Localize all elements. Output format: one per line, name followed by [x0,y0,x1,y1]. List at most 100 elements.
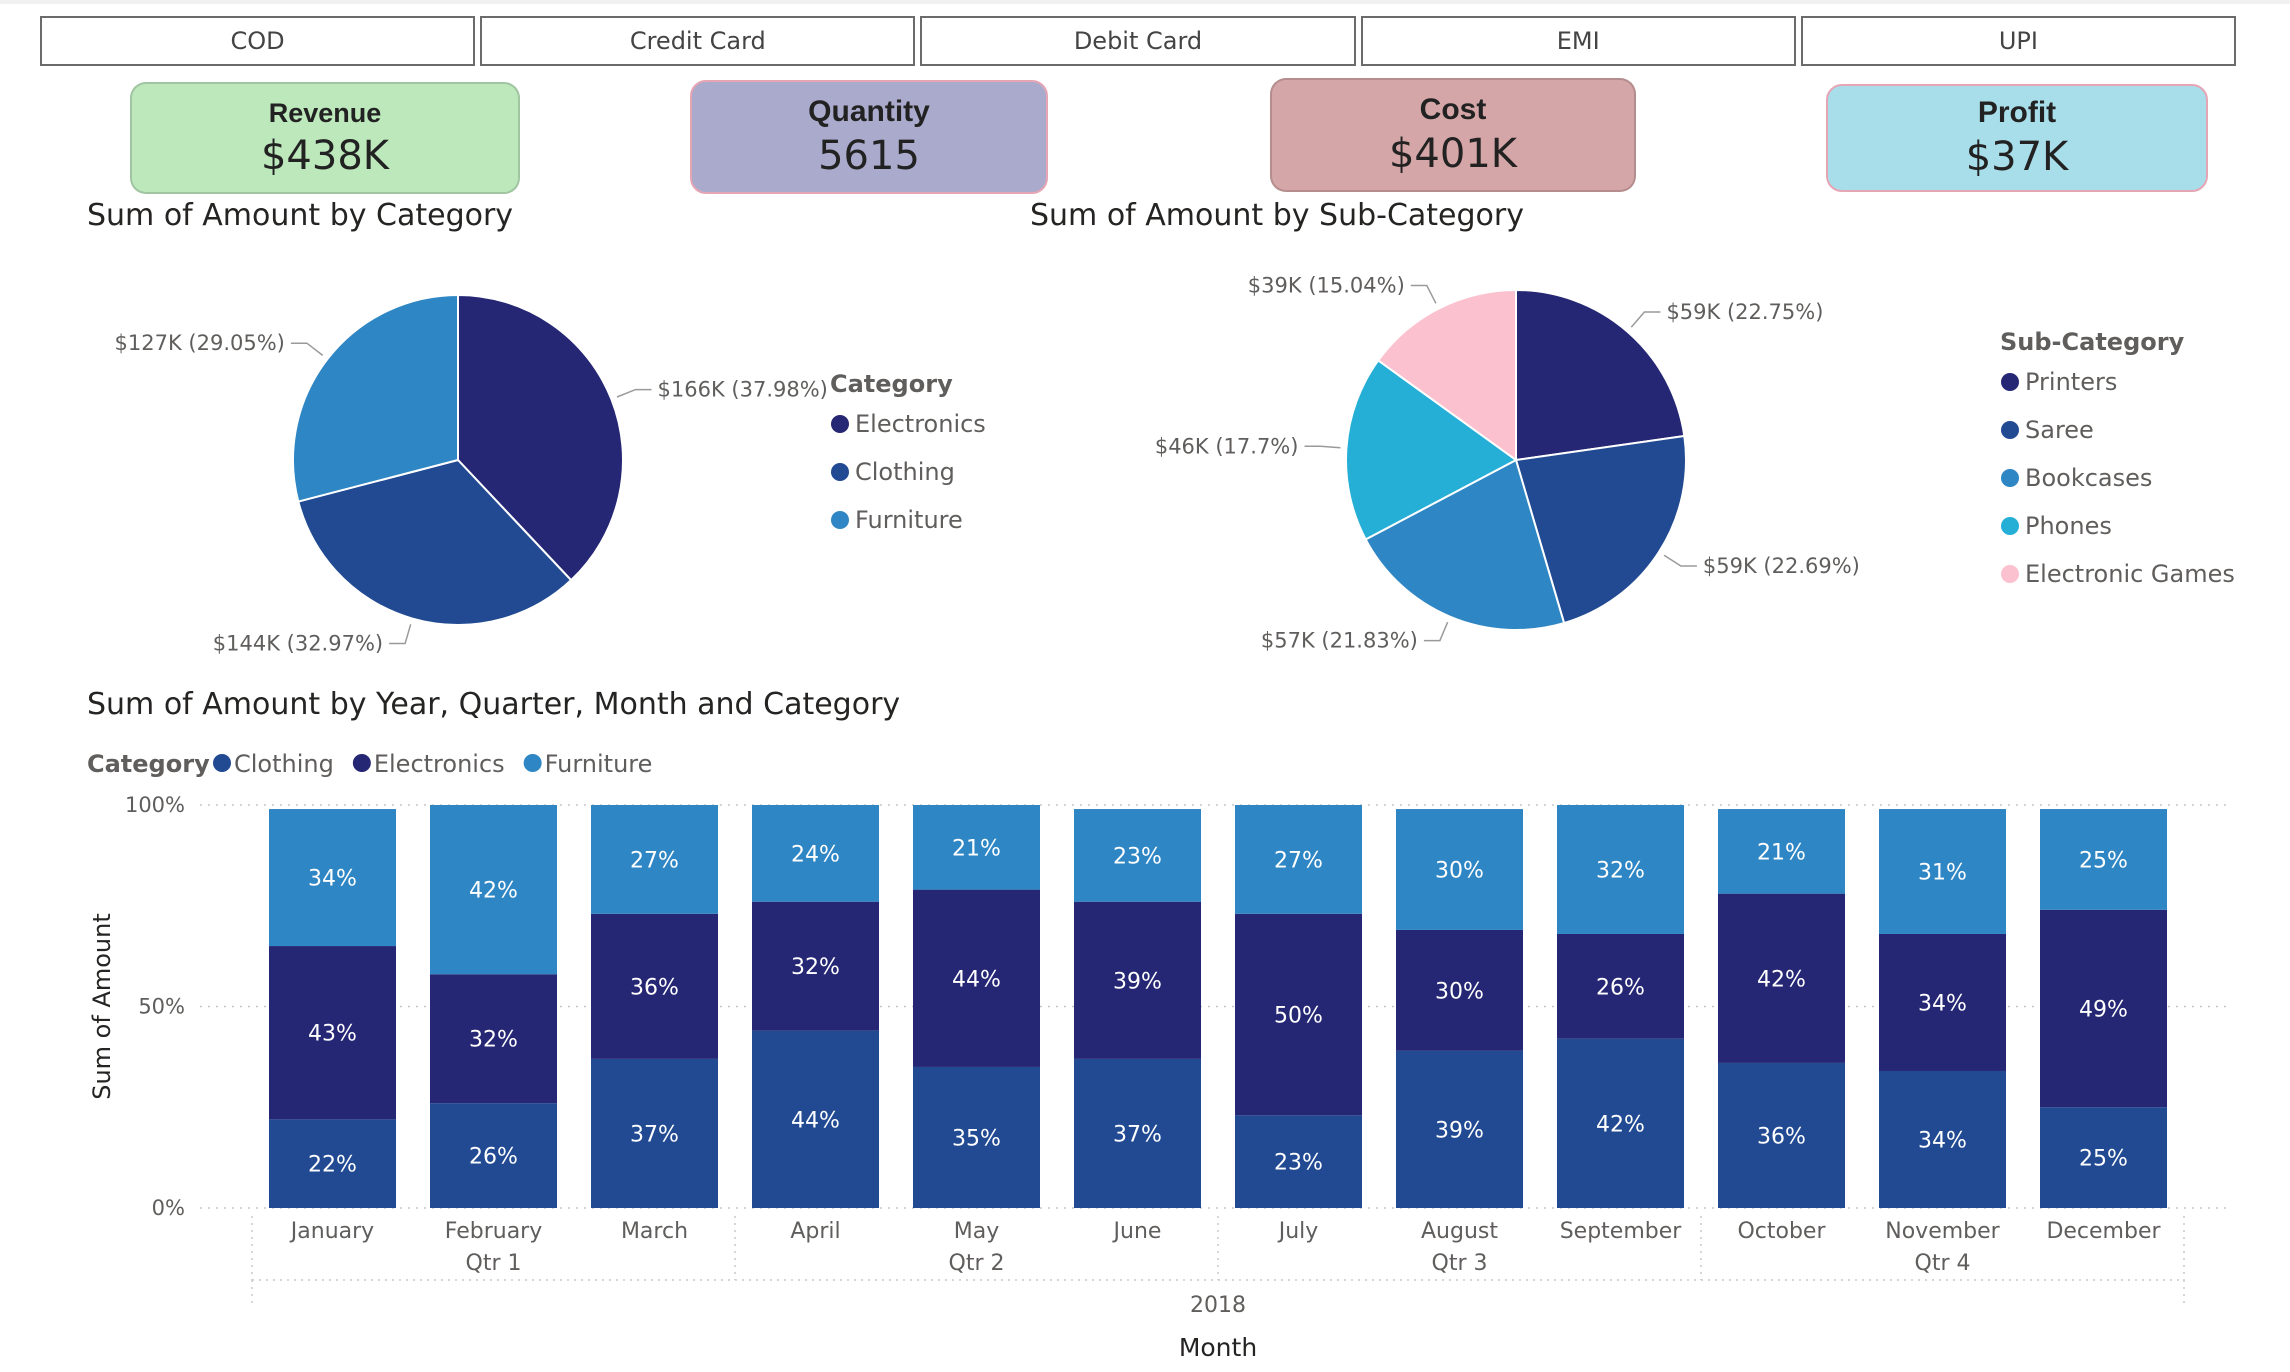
subcategory-slice-phones[interactable] [1345,359,1518,541]
bar-segment-electronics-october[interactable] [1718,893,1845,1063]
bar-segment-furniture-august[interactable] [1396,809,1523,930]
bar-data-label: 50% [1274,1004,1323,1029]
cost-value: $401K [1388,131,1518,177]
x-tick-label-july: July [1277,1219,1319,1244]
bar-segment-clothing-march[interactable] [591,1058,718,1208]
category-legend-item-clothing[interactable]: Clothing [855,458,955,486]
stacked-bar-chart[interactable]: Category Clothing Electronics Furniture 0% 50… [0,730,2290,1370]
bar-data-label: 26% [1596,975,1645,1000]
bar-legend-item-electronics[interactable]: Electronics [374,750,505,778]
slicer-debit-card-button[interactable]: Debit Card [920,16,1356,66]
subcategory-legend-item-electronic-games[interactable]: Electronic Games [2025,560,2235,588]
bar-segment-electronics-april[interactable] [752,901,879,1031]
bar-segment-furniture-january[interactable] [269,809,396,947]
x-tick-label-august: August [1421,1219,1498,1244]
bar-segment-furniture-may[interactable] [913,805,1040,890]
bar-data-label: 42% [469,879,518,904]
bar-segment-furniture-april[interactable] [752,805,879,902]
bar-segment-clothing-february[interactable] [430,1103,557,1208]
subcategory-leader-line [1663,554,1697,567]
bar-segment-clothing-june[interactable] [1074,1058,1201,1208]
subcategory-data-label: $46K (17.7%) [1155,434,1299,458]
subcategory-leader-line [1304,445,1341,449]
bar-segment-clothing-october[interactable] [1718,1062,1845,1208]
bar-segment-furniture-december[interactable] [2040,809,2167,910]
subcategory-data-label: $59K (22.75%) [1666,300,1823,324]
bar-segment-electronics-june[interactable] [1074,901,1201,1059]
x-tick-label-march: March [621,1219,688,1244]
category-leader-line [616,388,652,398]
bar-data-label: 44% [791,1108,840,1133]
stacked-bar-title: Sum of Amount by Year, Quarter, Month an… [87,687,901,722]
quantity-card[interactable]: Quantity 5615 [690,80,1048,194]
subcategory-legend-item-printers[interactable]: Printers [2025,368,2117,396]
slicer-upi-button[interactable]: UPI [1800,16,2237,66]
bar-segment-electronics-july[interactable] [1235,913,1362,1116]
bar-segment-clothing-may[interactable] [913,1066,1040,1208]
category-slice-furniture[interactable] [291,293,459,503]
category-leader-line [389,624,412,645]
bar-segment-clothing-september[interactable] [1557,1038,1684,1208]
bar-segment-furniture-september[interactable] [1557,805,1684,934]
year-label: 2018 [1190,1293,1246,1318]
subcategory-legend-item-phones[interactable]: Phones [2025,512,2112,540]
category-leader-line [290,342,324,356]
category-pie-chart[interactable]: $166K (37.98%) $144K (32.97%) $127K (29.05… [100,240,1100,710]
bar-legend-item-furniture[interactable]: Furniture [545,750,653,778]
bar-segment-furniture-february[interactable] [430,805,557,975]
bar-segment-clothing-december[interactable] [2040,1107,2167,1208]
cost-card[interactable]: Cost $401K [1270,78,1636,192]
profit-card[interactable]: Profit $37K [1826,84,2208,192]
bar-segment-electronics-may[interactable] [913,889,1040,1067]
bar-segment-electronics-december[interactable] [2040,909,2167,1108]
slicer-credit-card-button[interactable]: Credit Card [480,16,916,66]
subcategory-pie-chart[interactable]: $59K (22.75%) $59K (22.69%) $57K (21.83%) $… [1100,240,2290,710]
subcategory-slice-printers[interactable] [1515,288,1686,462]
subcategory-slice-bookcases[interactable] [1364,458,1566,631]
bar-segment-electronics-september[interactable] [1557,933,1684,1039]
subcategory-slice-saree[interactable] [1514,434,1687,625]
bar-segment-furniture-october[interactable] [1718,809,1845,894]
subcategory-data-label: $57K (21.83%) [1261,629,1418,653]
slicer-emi-button[interactable]: EMI [1360,16,1796,66]
subcategory-legend-marker-bookcases [2001,469,2019,487]
bar-segment-electronics-november[interactable] [1879,933,2006,1071]
bar-legend-item-clothing[interactable]: Clothing [234,750,334,778]
bar-segment-electronics-march[interactable] [591,913,718,1059]
category-slice-clothing[interactable] [297,458,573,626]
y-tick-label: 50% [138,995,185,1019]
bar-legend-marker-clothing [213,754,231,772]
category-legend-item-furniture[interactable]: Furniture [855,506,963,534]
bar-segment-clothing-august[interactable] [1396,1050,1523,1208]
bar-data-label: 36% [1757,1124,1806,1149]
y-tick-label: 0% [152,1196,185,1220]
quarter-label: Qtr 3 [1432,1251,1488,1276]
profit-value: $37K [1965,134,2069,180]
bar-segment-electronics-february[interactable] [430,974,557,1104]
bar-segment-clothing-april[interactable] [752,1030,879,1208]
subcategory-slice-electronic-games[interactable] [1376,288,1517,462]
category-legend-item-electronics[interactable]: Electronics [855,410,986,438]
bar-segment-furniture-june[interactable] [1074,809,1201,902]
bar-segment-furniture-july[interactable] [1235,805,1362,914]
subcategory-legend-item-saree[interactable]: Saree [2025,416,2094,444]
y-axis-title: Sum of Amount [88,913,116,1100]
bar-data-label: 24% [791,842,840,867]
category-legend-marker-clothing [831,463,849,481]
bar-segment-furniture-march[interactable] [591,805,718,914]
revenue-card[interactable]: Revenue $438K [130,82,520,194]
profit-label: Profit [1977,96,2057,129]
bar-segment-clothing-january[interactable] [269,1119,396,1208]
bar-segment-furniture-november[interactable] [1879,809,2006,934]
subcategory-pie-title: Sum of Amount by Sub-Category [1030,198,1524,233]
subcategory-data-label: $59K (22.69%) [1703,554,1860,578]
bar-segment-clothing-november[interactable] [1879,1070,2006,1208]
bar-segment-electronics-august[interactable] [1396,929,1523,1051]
subcategory-legend-item-bookcases[interactable]: Bookcases [2025,464,2152,492]
bar-segment-electronics-january[interactable] [269,946,396,1120]
category-pie-title: Sum of Amount by Category [87,198,514,233]
bar-segment-clothing-july[interactable] [1235,1115,1362,1208]
slicer-cod-button[interactable]: COD [40,16,476,66]
subcategory-leader-line [1410,284,1437,304]
category-slice-electronics[interactable] [457,293,624,582]
